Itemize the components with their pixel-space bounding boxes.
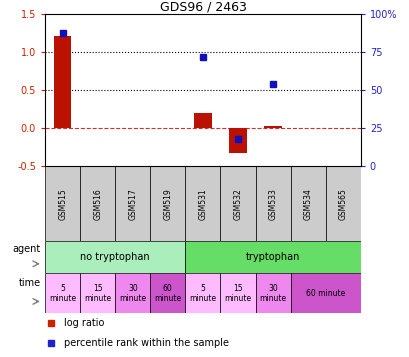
Text: 30
minute: 30 minute (259, 284, 286, 303)
Bar (185, 273, 220, 313)
Text: time: time (19, 278, 41, 288)
Text: GSM534: GSM534 (303, 188, 312, 220)
Text: 60 minute: 60 minute (306, 289, 344, 298)
Text: GSM516: GSM516 (93, 188, 102, 220)
Text: GSM515: GSM515 (58, 188, 67, 220)
Text: GSM565: GSM565 (338, 188, 347, 220)
Bar (255, 273, 290, 313)
Title: GDS96 / 2463: GDS96 / 2463 (159, 0, 246, 13)
Bar (325, 166, 360, 241)
Bar (80, 273, 115, 313)
Bar (150, 166, 185, 241)
Text: percentile rank within the sample: percentile rank within the sample (64, 338, 229, 348)
Text: 30
minute: 30 minute (119, 284, 146, 303)
Bar (264, 126, 281, 129)
Bar (229, 129, 246, 153)
Text: 15
minute: 15 minute (224, 284, 251, 303)
Bar (150, 273, 185, 313)
Bar (80, 166, 115, 241)
Bar (115, 166, 150, 241)
Bar (220, 166, 255, 241)
Bar (290, 273, 360, 313)
Bar (220, 273, 255, 313)
Text: GSM519: GSM519 (163, 188, 172, 220)
Text: GSM517: GSM517 (128, 188, 137, 220)
Text: no tryptophan: no tryptophan (80, 252, 150, 262)
Text: agent: agent (13, 245, 41, 255)
Text: GSM532: GSM532 (233, 188, 242, 220)
Bar (290, 166, 325, 241)
Text: GSM531: GSM531 (198, 188, 207, 220)
Bar (45, 166, 80, 241)
Text: tryptophan: tryptophan (245, 252, 299, 262)
Bar (45, 241, 185, 273)
Text: 5
minute: 5 minute (49, 284, 76, 303)
Bar (194, 113, 211, 129)
Bar (54, 36, 71, 129)
Text: log ratio: log ratio (64, 318, 104, 328)
Text: GSM533: GSM533 (268, 188, 277, 220)
Text: 15
minute: 15 minute (84, 284, 111, 303)
Text: 60
minute: 60 minute (154, 284, 181, 303)
Bar (185, 166, 220, 241)
Text: 5
minute: 5 minute (189, 284, 216, 303)
Bar (45, 273, 80, 313)
Bar (115, 273, 150, 313)
Bar (185, 241, 360, 273)
Bar (255, 166, 290, 241)
